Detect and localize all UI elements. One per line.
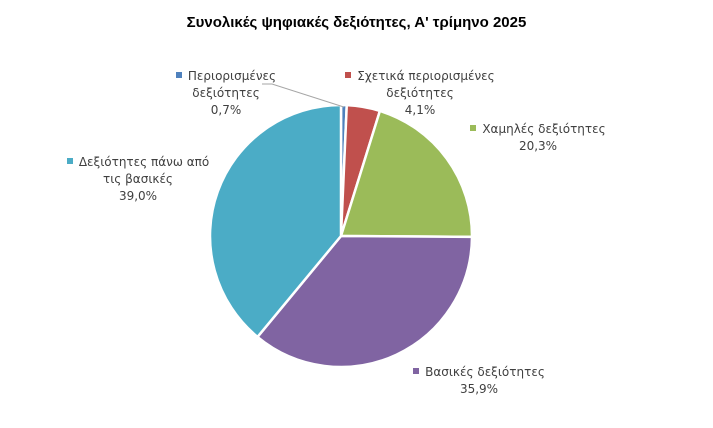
legend-key-marker <box>345 72 352 78</box>
data-label-category: Χαμηλές δεξιότητες <box>458 121 618 138</box>
data-label-text: Περιορισμένες <box>187 69 277 83</box>
legend-key-marker <box>413 368 420 374</box>
data-label-text: δεξιότητες <box>192 86 260 100</box>
data-label-value: 0,7% <box>210 103 242 117</box>
data-label-text: Χαμηλές δεξιότητες <box>482 122 606 136</box>
data-label-category: Δεξιότητες πάνω από <box>48 154 228 171</box>
data-label-text: τις βασικές <box>103 172 173 186</box>
pie-slice-5 <box>208 103 343 339</box>
legend-key-marker <box>66 158 73 164</box>
data-label-text: Βασικές δεξιότητες <box>425 365 545 379</box>
data-label-3: Χαμηλές δεξιότητες 20,3% <box>458 121 618 155</box>
data-label-text: Δεξιότητες πάνω από <box>78 155 210 169</box>
legend-key-marker <box>175 72 182 78</box>
data-label-4: Βασικές δεξιότητες 35,9% <box>404 364 554 398</box>
data-label-value: 35,9% <box>459 382 499 396</box>
data-label-1: Περιορισμένες δεξιότητες 0,7% <box>166 68 286 119</box>
legend-key-marker <box>470 125 477 131</box>
data-label-category: Βασικές δεξιότητες <box>404 364 554 381</box>
data-label-category: Σχετικά περιορισμένες <box>330 68 510 85</box>
data-label-category: Περιορισμένες <box>166 68 286 85</box>
data-label-category: τις βασικές <box>48 171 228 188</box>
pie-slice-4 <box>256 234 474 369</box>
data-label-value: 39,0% <box>118 189 158 203</box>
data-label-text: Σχετικά περιορισμένες <box>357 69 495 83</box>
data-label-category: δεξιότητες <box>166 85 286 102</box>
leader-line <box>262 83 344 108</box>
data-label-value: 4,1% <box>404 103 436 117</box>
chart-title: Συνολικές ψηφιακές δεξιότητες, Α' τρίμην… <box>186 14 527 31</box>
data-label-5: Δεξιότητες πάνω από τις βασικές 39,0% <box>48 154 228 205</box>
pie-slice-3 <box>339 109 474 239</box>
data-label-value: 20,3% <box>518 139 558 153</box>
data-label-category: δεξιότητες <box>330 85 510 102</box>
data-label-text: δεξιότητες <box>386 86 454 100</box>
data-label-2: Σχετικά περιορισμένες δεξιότητες 4,1% <box>330 68 510 119</box>
